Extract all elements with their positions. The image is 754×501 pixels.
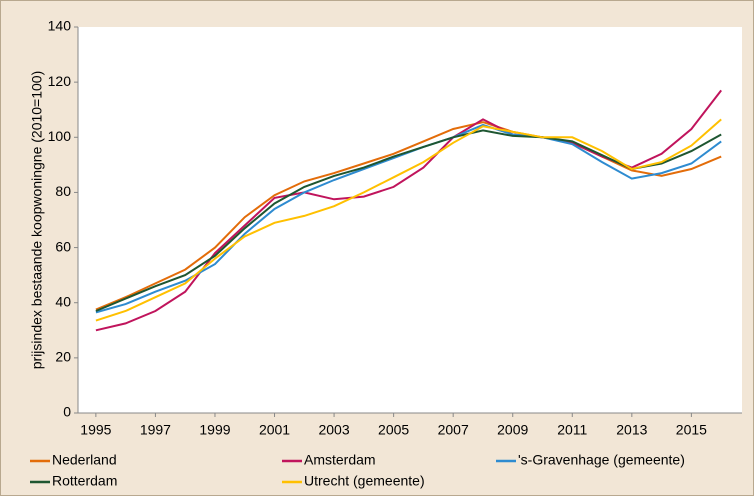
x-tick-label: 2007 [438, 422, 469, 438]
y-tick-label: 40 [55, 293, 71, 309]
y-tick-label: 100 [48, 128, 72, 144]
x-tick-label: 2009 [497, 422, 528, 438]
legend-label: Amsterdam [304, 452, 376, 468]
series-line [95, 129, 722, 312]
x-tick-label: 2005 [378, 422, 409, 438]
y-tick-label: 60 [55, 238, 71, 254]
legend-label: Nederland [52, 452, 117, 468]
x-tick-label: 2001 [259, 422, 290, 438]
y-tick-label: 120 [48, 73, 72, 89]
x-tick-label: 2003 [318, 422, 349, 438]
series-line [95, 121, 722, 311]
y-tick-label: 20 [55, 349, 71, 365]
y-tick-label: 140 [48, 18, 72, 34]
x-tick-label: 2015 [676, 422, 707, 438]
x-tick-label: 1999 [199, 422, 230, 438]
y-tick-label: 0 [63, 404, 71, 420]
y-axis-label: prijsindex bestaande koopwoningne (2010=… [29, 71, 45, 370]
legend-label: 's-Gravenhage (gemeente) [518, 452, 685, 468]
legend-label: Rotterdam [52, 473, 117, 489]
legend-label: Utrecht (gemeente) [304, 473, 425, 489]
plot-area [78, 27, 742, 413]
y-tick-label: 80 [55, 183, 71, 199]
x-tick-label: 2011 [557, 422, 587, 438]
x-tick-label: 1997 [140, 422, 171, 438]
x-tick-label: 1995 [80, 422, 111, 438]
series-line [95, 118, 722, 322]
x-tick-label: 2013 [616, 422, 647, 438]
